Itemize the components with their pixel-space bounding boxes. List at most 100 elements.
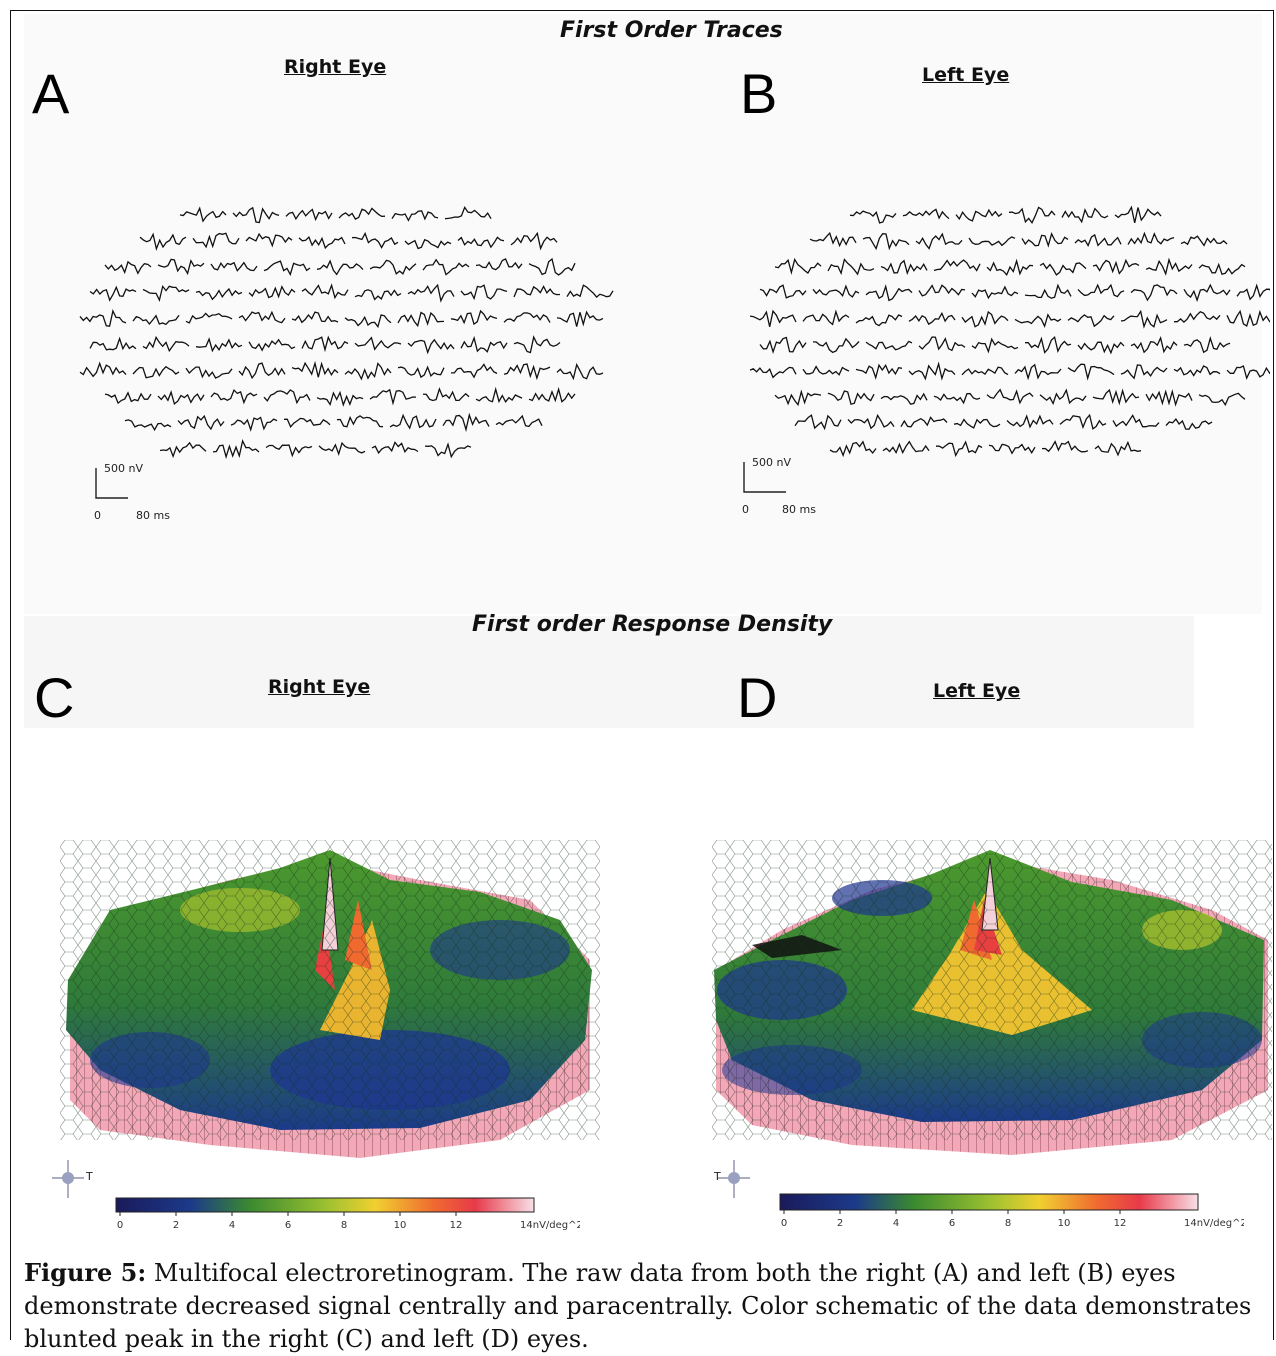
trace-waveform bbox=[192, 232, 240, 249]
panel-b-eye-label: Left Eye bbox=[922, 64, 1010, 86]
trace-waveform bbox=[1226, 365, 1270, 380]
trace-waveform bbox=[971, 285, 1019, 300]
trace-waveform bbox=[1174, 311, 1221, 323]
trace-waveform bbox=[104, 260, 152, 275]
panel-c-orientation-icon bbox=[52, 1160, 84, 1198]
trace-waveform bbox=[1180, 235, 1228, 247]
trace-waveform bbox=[318, 441, 366, 456]
trace-waveform bbox=[855, 363, 903, 380]
trace-waveform bbox=[195, 287, 243, 301]
trace-waveform bbox=[1014, 363, 1062, 381]
trace-waveform bbox=[195, 337, 243, 353]
trace-waveform bbox=[1061, 207, 1109, 224]
colorbar-tick-label: 12 bbox=[1114, 1218, 1127, 1229]
trace-waveform bbox=[933, 259, 981, 272]
trace-waveform bbox=[232, 206, 280, 224]
trace-waveform bbox=[407, 338, 455, 355]
trace-waveform bbox=[142, 284, 190, 302]
trace-waveform bbox=[513, 335, 561, 354]
trace-waveform bbox=[104, 391, 152, 405]
trace-waveform bbox=[424, 442, 472, 459]
trace-waveform bbox=[291, 360, 339, 378]
trace-waveform bbox=[933, 392, 981, 405]
trace-waveform bbox=[1039, 388, 1087, 406]
trace-waveform bbox=[1145, 257, 1193, 276]
trace-waveform bbox=[1006, 414, 1054, 429]
trace-waveform bbox=[391, 210, 439, 222]
panel-a-trace-array bbox=[79, 206, 614, 460]
panel-c-eye-label: Right Eye bbox=[268, 676, 371, 698]
trace-waveform bbox=[177, 414, 225, 431]
trace-waveform bbox=[210, 261, 258, 272]
trace-waveform bbox=[369, 259, 417, 275]
panel-c-orientation-label: T bbox=[86, 1170, 93, 1183]
trace-waveform bbox=[1130, 284, 1178, 302]
trace-waveform bbox=[503, 363, 551, 381]
trace-waveform bbox=[902, 208, 950, 220]
trace-waveform bbox=[298, 235, 346, 250]
trace-waveform bbox=[316, 390, 364, 407]
trace-waveform bbox=[442, 412, 490, 433]
trace-waveform bbox=[908, 361, 956, 381]
trace-waveform bbox=[451, 363, 498, 379]
trace-waveform bbox=[1198, 392, 1246, 407]
trace-waveform bbox=[1120, 309, 1168, 329]
trace-waveform bbox=[1165, 418, 1213, 430]
trace-waveform bbox=[812, 337, 860, 354]
trace-waveform bbox=[1236, 283, 1270, 301]
trace-waveform bbox=[802, 309, 850, 326]
trace-waveform bbox=[354, 289, 402, 301]
trace-waveform bbox=[556, 310, 604, 327]
figure-caption: Figure 5: Multifocal electroretinogram. … bbox=[24, 1256, 1254, 1356]
trace-waveform bbox=[1145, 389, 1193, 407]
colorbar-unit-label: 14nV/deg^2 bbox=[520, 1220, 580, 1231]
trace-waveform bbox=[450, 309, 498, 326]
trace-waveform bbox=[528, 386, 576, 403]
trace-waveform bbox=[513, 285, 561, 298]
trace-waveform bbox=[248, 338, 296, 352]
trace-waveform bbox=[955, 208, 1003, 222]
trace-waveform bbox=[301, 283, 349, 300]
trace-waveform bbox=[284, 417, 331, 428]
trace-waveform bbox=[908, 311, 956, 326]
colorbar-tick-label: 8 bbox=[341, 1220, 347, 1231]
panel-b-scale-time: 80 ms bbox=[782, 503, 816, 516]
trace-waveform bbox=[1226, 309, 1270, 328]
panel-c-response-density-surface bbox=[60, 840, 600, 1158]
colorbar-tick-label: 4 bbox=[229, 1220, 235, 1231]
trace-waveform bbox=[936, 440, 983, 458]
trace-waveform bbox=[397, 311, 445, 328]
trace-waveform bbox=[245, 232, 293, 248]
trace-waveform bbox=[1094, 440, 1142, 457]
panel-a-scale-zero: 0 bbox=[94, 509, 101, 522]
trace-waveform bbox=[1067, 363, 1115, 381]
trace-waveform bbox=[774, 389, 822, 407]
trace-waveform bbox=[344, 362, 392, 381]
trace-waveform bbox=[1041, 440, 1089, 453]
trace-waveform bbox=[986, 258, 1034, 276]
trace-waveform bbox=[1173, 365, 1221, 377]
trace-waveform bbox=[528, 257, 576, 276]
trace-waveform bbox=[157, 258, 205, 276]
trace-waveform bbox=[179, 206, 227, 223]
trace-waveform bbox=[774, 257, 822, 275]
trace-waveform bbox=[371, 441, 419, 455]
trace-waveform bbox=[900, 416, 948, 428]
trace-waveform bbox=[265, 444, 313, 458]
trace-waveform bbox=[812, 284, 860, 298]
trace-waveform bbox=[291, 311, 339, 324]
trace-waveform bbox=[1127, 231, 1175, 245]
trace-waveform bbox=[971, 337, 1019, 354]
trace-waveform bbox=[89, 285, 137, 302]
panel-a-scale-amplitude: 500 nV bbox=[104, 462, 143, 475]
trace-waveform bbox=[230, 416, 278, 432]
trace-waveform bbox=[316, 259, 364, 276]
panel-letter-c: C bbox=[34, 666, 75, 729]
trace-waveform bbox=[862, 233, 910, 251]
trace-waveform bbox=[1112, 414, 1160, 428]
trace-waveform bbox=[457, 236, 505, 249]
trace-waveform bbox=[132, 314, 180, 326]
trace-waveform bbox=[794, 414, 842, 431]
trace-waveform bbox=[968, 236, 1016, 247]
trace-waveform bbox=[1059, 413, 1107, 430]
